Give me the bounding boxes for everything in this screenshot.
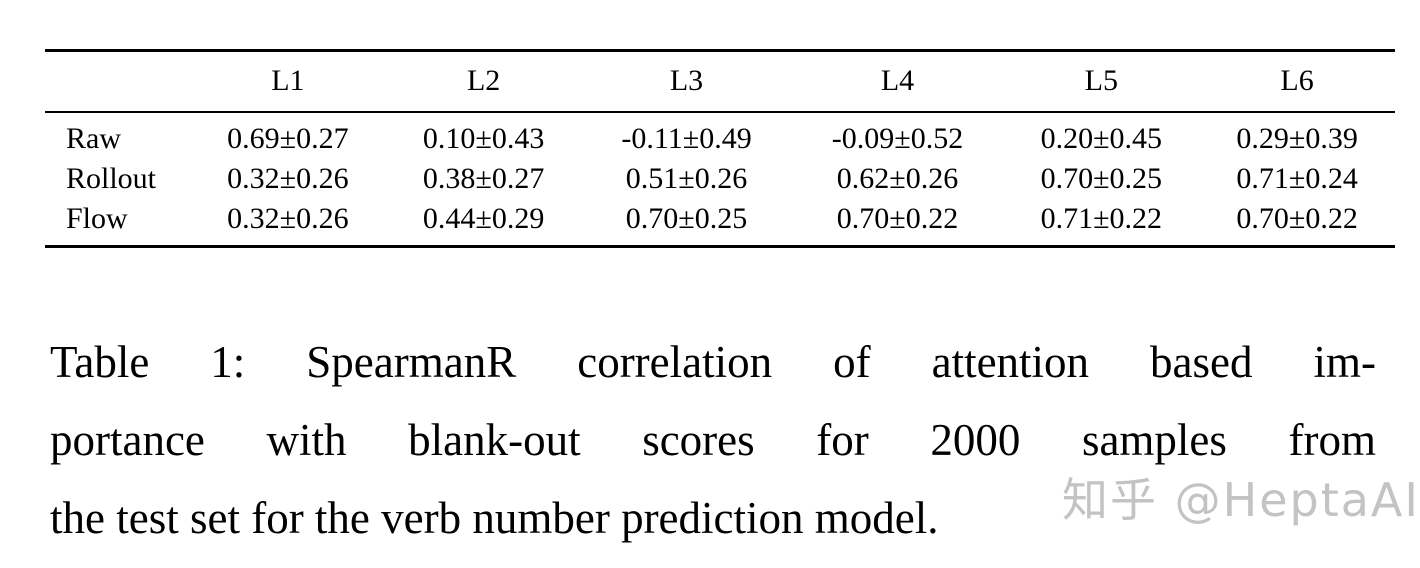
table-cell: 0.29±0.39 <box>1236 122 1358 155</box>
column-header-l3: L3 <box>669 64 704 98</box>
results-table: L1 L2 L3 L4 L5 L6 Raw 0.69±0.27 0.10±0.4… <box>45 49 1395 248</box>
table-cell: 0.70±0.22 <box>836 201 959 235</box>
column-header-l6: L6 <box>1280 64 1314 98</box>
table-cell: 0.71±0.22 <box>1040 201 1163 235</box>
table-cell: 0.38±0.27 <box>422 162 545 195</box>
table-row-raw: Raw 0.69±0.27 0.10±0.43 -0.11±0.49 -0.09… <box>45 112 1395 157</box>
row-label-rollout: Rollout <box>66 162 157 195</box>
table-row-flow: Flow 0.32±0.26 0.44±0.29 0.70±0.25 0.70±… <box>45 202 1395 247</box>
table-cell: 0.32±0.26 <box>227 162 349 195</box>
table-cell: 0.69±0.27 <box>227 122 349 155</box>
header-stub-cell <box>45 51 190 112</box>
table-cell: 0.70±0.22 <box>1236 201 1358 235</box>
column-header-l2: L2 <box>466 64 501 98</box>
caption-line-1: Table 1: SpearmanR correlation of attent… <box>50 337 1376 387</box>
table-cell: 0.10±0.43 <box>422 122 545 155</box>
table-cell: 0.32±0.26 <box>227 201 349 235</box>
table-cell: 0.62±0.26 <box>836 162 959 195</box>
header-row: L1 L2 L3 L4 L5 L6 <box>45 51 1395 112</box>
table-cell: 0.71±0.24 <box>1236 162 1358 195</box>
caption-line-3: the test set for the verb number predict… <box>50 493 939 543</box>
row-label-flow: Flow <box>66 201 128 235</box>
column-header-l5: L5 <box>1084 64 1118 98</box>
table-cell: 0.20±0.45 <box>1040 122 1163 155</box>
table-cell: 0.44±0.29 <box>422 201 545 235</box>
column-header-l4: L4 <box>880 64 915 98</box>
table-cell: 0.51±0.26 <box>625 162 748 195</box>
table-cell: 0.70±0.25 <box>625 201 748 235</box>
table-row-rollout: Rollout 0.32±0.26 0.38±0.27 0.51±0.26 0.… <box>45 157 1395 202</box>
table-caption: Table 1: SpearmanR correlation of attent… <box>50 323 1376 557</box>
table-cell: 0.70±0.25 <box>1040 162 1163 195</box>
table-cell: -0.11±0.49 <box>621 122 752 155</box>
column-header-l1: L1 <box>271 64 305 98</box>
row-label-raw: Raw <box>66 122 121 155</box>
table-cell: -0.09±0.52 <box>831 122 964 155</box>
caption-line-2: portance with blank-out scores for 2000 … <box>50 415 1376 465</box>
